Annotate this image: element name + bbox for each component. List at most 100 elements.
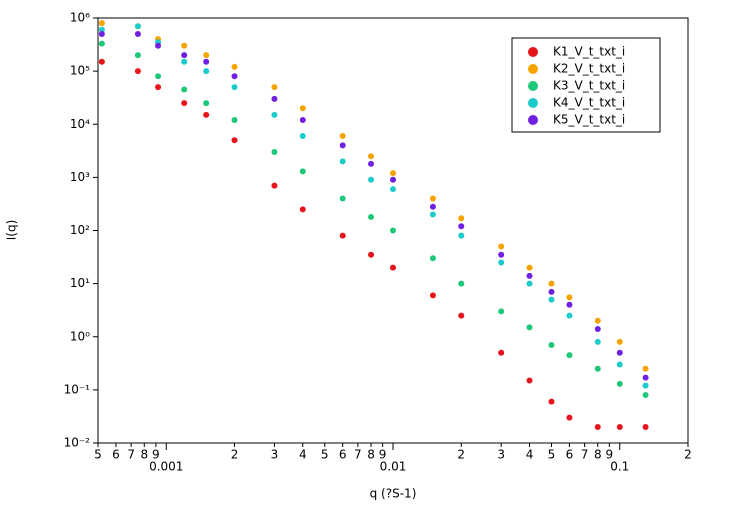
data-point xyxy=(299,168,306,175)
y-tick-label: 10³ xyxy=(70,170,90,184)
data-point xyxy=(98,58,105,65)
data-point xyxy=(616,380,623,387)
data-point xyxy=(155,42,162,49)
legend-marker xyxy=(528,47,538,57)
data-point xyxy=(390,186,396,193)
data-point xyxy=(181,52,188,59)
data-point xyxy=(566,301,573,308)
data-point xyxy=(299,133,306,140)
data-point xyxy=(526,280,533,287)
y-tick-label: 10⁵ xyxy=(70,64,90,78)
data-point xyxy=(458,215,465,222)
data-point xyxy=(429,203,436,210)
data-point xyxy=(429,255,436,262)
y-tick-label: 10⁴ xyxy=(70,117,90,131)
x-tick-label: 6 xyxy=(112,448,120,462)
x-tick-label: 5 xyxy=(321,448,329,462)
data-point xyxy=(616,338,623,345)
x-tick-label: 0.01 xyxy=(380,460,407,474)
data-point xyxy=(548,341,555,348)
data-point xyxy=(181,42,188,49)
data-point xyxy=(526,272,533,279)
data-point xyxy=(231,73,238,80)
y-tick-label: 10⁰ xyxy=(70,329,90,343)
data-point xyxy=(231,137,238,144)
data-point xyxy=(458,223,465,230)
legend-marker xyxy=(528,64,538,74)
data-point xyxy=(458,232,465,239)
x-tick-label: 2 xyxy=(457,448,465,462)
x-axis-label: q (?S-1) xyxy=(370,487,417,501)
data-point xyxy=(155,84,162,91)
data-point xyxy=(390,176,396,183)
data-point xyxy=(339,232,346,239)
data-point xyxy=(98,26,105,33)
x-tick-label: 3 xyxy=(497,448,505,462)
data-point xyxy=(429,292,436,299)
data-point xyxy=(642,424,649,431)
data-point xyxy=(271,149,278,156)
x-tick-label: 8 xyxy=(140,448,148,462)
data-point xyxy=(134,52,141,59)
data-point xyxy=(616,424,623,431)
x-tick-label: 9 xyxy=(606,448,614,462)
y-tick-label: 10² xyxy=(70,223,90,237)
data-point xyxy=(642,365,649,372)
legend-label: K1_V_t_txt_i xyxy=(553,45,625,59)
y-tick-label: 10⁶ xyxy=(70,11,90,25)
data-point xyxy=(203,58,210,65)
data-point xyxy=(566,312,573,319)
data-point xyxy=(231,84,238,91)
legend-marker xyxy=(528,98,538,108)
data-point xyxy=(594,317,601,324)
x-tick-label: 4 xyxy=(526,448,534,462)
data-point xyxy=(498,259,505,266)
data-point xyxy=(594,325,601,332)
x-tick-label: 2 xyxy=(684,448,692,462)
x-tick-label: 7 xyxy=(581,448,589,462)
data-point xyxy=(181,86,188,93)
data-point xyxy=(498,349,505,356)
data-point xyxy=(566,414,573,421)
data-point xyxy=(642,374,649,381)
data-point xyxy=(271,84,278,91)
y-axis-label: I(q) xyxy=(5,220,19,241)
data-point xyxy=(368,153,375,160)
data-point xyxy=(299,117,306,124)
data-point xyxy=(271,95,278,102)
data-point xyxy=(548,398,555,405)
data-point xyxy=(390,227,396,234)
data-point xyxy=(458,280,465,287)
data-point xyxy=(526,264,533,271)
data-point xyxy=(390,264,396,271)
data-point xyxy=(271,182,278,189)
legend-marker xyxy=(528,81,538,91)
data-point xyxy=(181,58,188,65)
data-point xyxy=(134,23,141,30)
x-tick-label: 5 xyxy=(548,448,556,462)
x-tick-label: 3 xyxy=(271,448,279,462)
legend-label: K4_V_t_txt_i xyxy=(553,96,625,110)
data-point xyxy=(299,105,306,112)
data-point xyxy=(339,142,346,149)
data-point xyxy=(616,361,623,368)
data-point xyxy=(203,68,210,75)
data-point xyxy=(271,111,278,118)
data-point xyxy=(339,133,346,140)
data-point xyxy=(98,20,105,27)
data-point xyxy=(548,296,555,303)
data-point xyxy=(594,424,601,431)
data-point xyxy=(526,377,533,384)
x-tick-label: 9 xyxy=(152,448,160,462)
data-point xyxy=(642,392,649,399)
data-point xyxy=(498,251,505,258)
data-point xyxy=(548,288,555,295)
legend-label: K5_V_t_txt_i xyxy=(553,113,625,127)
data-point xyxy=(203,100,210,107)
x-tick-label: 8 xyxy=(367,448,375,462)
data-point xyxy=(368,213,375,220)
y-tick-label: 10¹ xyxy=(70,276,90,290)
x-tick-label: 7 xyxy=(127,448,135,462)
legend-label: K2_V_t_txt_i xyxy=(553,62,625,76)
